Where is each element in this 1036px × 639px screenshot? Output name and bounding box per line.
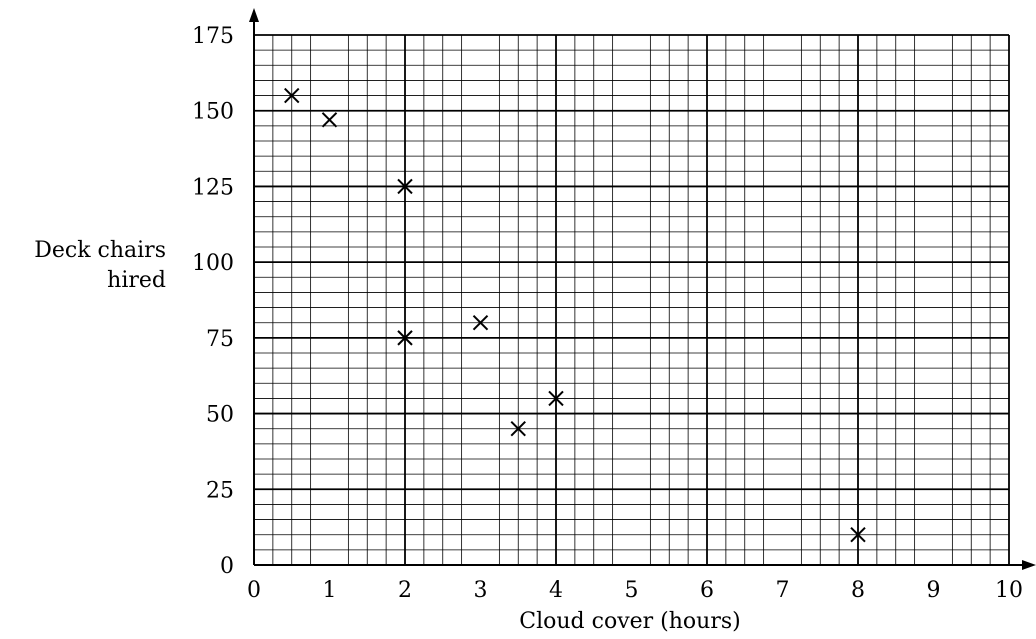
cross-icon-stroke — [321, 112, 338, 128]
cross-icon-stroke — [850, 527, 866, 543]
y-axis-label-line-2: hired — [107, 268, 166, 293]
x-tick-label: 0 — [247, 578, 261, 603]
y-tick-label: 75 — [206, 327, 234, 352]
cross-icon-stroke — [548, 390, 564, 407]
y-tick-label: 25 — [206, 478, 234, 503]
y-tick-label: 175 — [192, 24, 234, 49]
y-tick-label: 0 — [220, 554, 234, 579]
x-tick-labels: 0 1 2 3 4 5 6 7 8 9 10 — [247, 578, 1023, 603]
cross-icon-stroke — [472, 315, 489, 331]
cross-icon-stroke — [510, 421, 526, 437]
y-tick-label: 100 — [192, 251, 234, 276]
minor-grid — [254, 35, 1009, 565]
data-point — [850, 527, 866, 543]
y-tick-label: 125 — [192, 175, 234, 200]
x-axis-label: Cloud cover (hours) — [519, 609, 740, 634]
cross-icon-stroke — [284, 87, 300, 104]
y-axis-arrow-icon — [249, 8, 259, 22]
x-tick-label: 9 — [927, 578, 941, 603]
x-axis-arrow-icon — [1022, 560, 1036, 570]
data-point — [548, 390, 564, 407]
data-point — [397, 330, 413, 346]
cross-icon-stroke — [397, 330, 413, 346]
cross-icon-stroke — [397, 178, 413, 195]
x-tick-label: 3 — [474, 578, 488, 603]
x-tick-label: 6 — [700, 578, 714, 603]
y-axis-label-line-1: Deck chairs — [34, 238, 166, 263]
x-tick-label: 5 — [625, 578, 639, 603]
x-tick-label: 4 — [549, 578, 563, 603]
x-tick-label: 10 — [995, 578, 1023, 603]
data-points — [284, 87, 866, 543]
x-tick-label: 7 — [776, 578, 790, 603]
data-point — [284, 87, 300, 104]
data-point — [397, 178, 413, 195]
y-tick-label: 50 — [206, 403, 234, 428]
x-tick-label: 2 — [398, 578, 412, 603]
y-tick-label: 150 — [192, 100, 234, 125]
y-tick-labels: 0 25 50 75 100 125 150 175 — [192, 24, 234, 579]
data-point — [510, 421, 526, 437]
data-point — [472, 315, 489, 331]
x-tick-label: 1 — [323, 578, 337, 603]
data-point — [321, 112, 338, 128]
axes — [249, 8, 1036, 570]
x-tick-label: 8 — [851, 578, 865, 603]
